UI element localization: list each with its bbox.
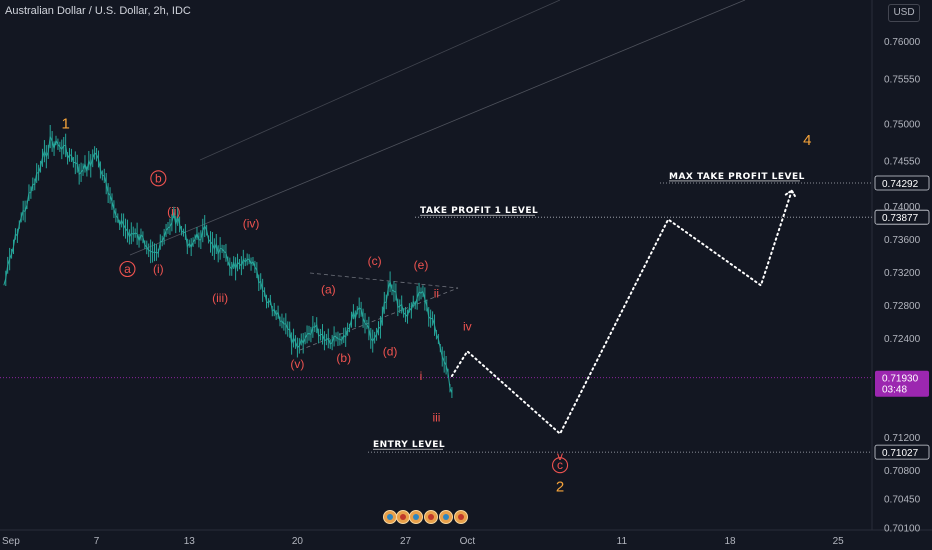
chart-title: Australian Dollar / U.S. Dollar, 2h, IDC (5, 5, 191, 17)
y-tick-label: 0.70100 (884, 524, 921, 535)
y-tick-label: 0.71200 (884, 433, 921, 444)
wave-label: (b) (336, 351, 351, 365)
event-flag-dot (413, 514, 419, 520)
level-label: TAKE PROFIT 1 LEVEL (420, 206, 538, 216)
currency-badge[interactable]: USD (888, 4, 920, 22)
y-tick-label: 0.72400 (884, 334, 921, 345)
price-tag-box (874, 444, 930, 460)
y-tick-label: 0.73200 (884, 268, 921, 279)
x-tick-label: Oct (460, 536, 476, 547)
wave-label: iv (463, 320, 472, 334)
wave-label-circled: c (557, 458, 563, 472)
y-tick-label: 0.74550 (884, 157, 921, 168)
y-tick-label: 0.70450 (884, 495, 921, 506)
x-tick-label: 11 (617, 536, 628, 547)
countdown-label: 03:48 (882, 385, 907, 396)
wave-label: (i) (153, 262, 164, 276)
y-tick-label: 0.75550 (884, 74, 921, 85)
channel-line-upper (199, 0, 561, 161)
y-tick-label: 0.72800 (884, 301, 921, 312)
level-label: ENTRY LEVEL (373, 440, 445, 450)
x-tick-label: 27 (400, 536, 412, 547)
wave-label: (ii) (167, 204, 180, 218)
projection-arrowhead (784, 189, 797, 199)
event-flag-dot (387, 514, 393, 520)
level-label: MAX TAKE PROFIT LEVEL (669, 172, 805, 182)
x-tick-label: 20 (292, 536, 304, 547)
wave-label: (v) (290, 357, 304, 371)
y-tick-label: 0.74000 (884, 202, 921, 213)
price-line (3, 136, 453, 393)
wave-label-circled: a (124, 262, 131, 276)
wave-label: (a) (321, 283, 336, 297)
event-flag-dot (458, 514, 464, 520)
x-tick-label: 18 (724, 536, 736, 547)
wave-label-major: 4 (803, 132, 811, 149)
y-tick-label: 0.70800 (884, 466, 921, 477)
event-flag-dot (400, 514, 406, 520)
y-tick-label: 0.73600 (884, 235, 921, 246)
wave-label: (e) (414, 258, 429, 272)
channel-line-lower (129, 0, 746, 256)
wave-label: i (420, 369, 423, 383)
wave-label-circle (150, 170, 167, 187)
y-tick-label: 0.76000 (884, 37, 921, 48)
wave-label: (iv) (243, 217, 260, 231)
price-tag-box (874, 175, 930, 191)
wave-label-circled: b (155, 171, 162, 185)
wave-label: iii (432, 410, 440, 424)
wave-label: (iii) (212, 291, 228, 305)
y-tick-label: 0.75000 (884, 120, 921, 131)
x-tick-label: 7 (94, 536, 100, 547)
wave-label: ii (434, 287, 439, 301)
event-flag-dot (428, 514, 434, 520)
current-price-tag (875, 370, 929, 397)
triangle-upper-line (309, 272, 459, 289)
wave-label-circle (551, 457, 569, 474)
y-tick-label: 0.76550 (884, 0, 921, 3)
wave-label-circle (119, 260, 136, 278)
wave-label: (c) (368, 254, 382, 268)
x-tick-label: Sep (2, 536, 20, 547)
price-tag-label: 0.74292 (882, 179, 919, 190)
current-price-label: 0.71930 (882, 374, 919, 385)
wave-label: v (557, 449, 563, 463)
price-tag-box (874, 209, 930, 225)
price-tag-label: 0.71027 (882, 448, 919, 459)
x-tick-label: 25 (833, 536, 845, 547)
event-flag-dot (443, 514, 449, 520)
wave-label-major: 2 (556, 478, 564, 495)
x-tick-label: 13 (184, 536, 196, 547)
wave-label-major: 1 (61, 116, 69, 133)
wave-label: (d) (383, 344, 398, 358)
price-tag-label: 0.73877 (882, 213, 919, 224)
projection-path (450, 189, 793, 436)
